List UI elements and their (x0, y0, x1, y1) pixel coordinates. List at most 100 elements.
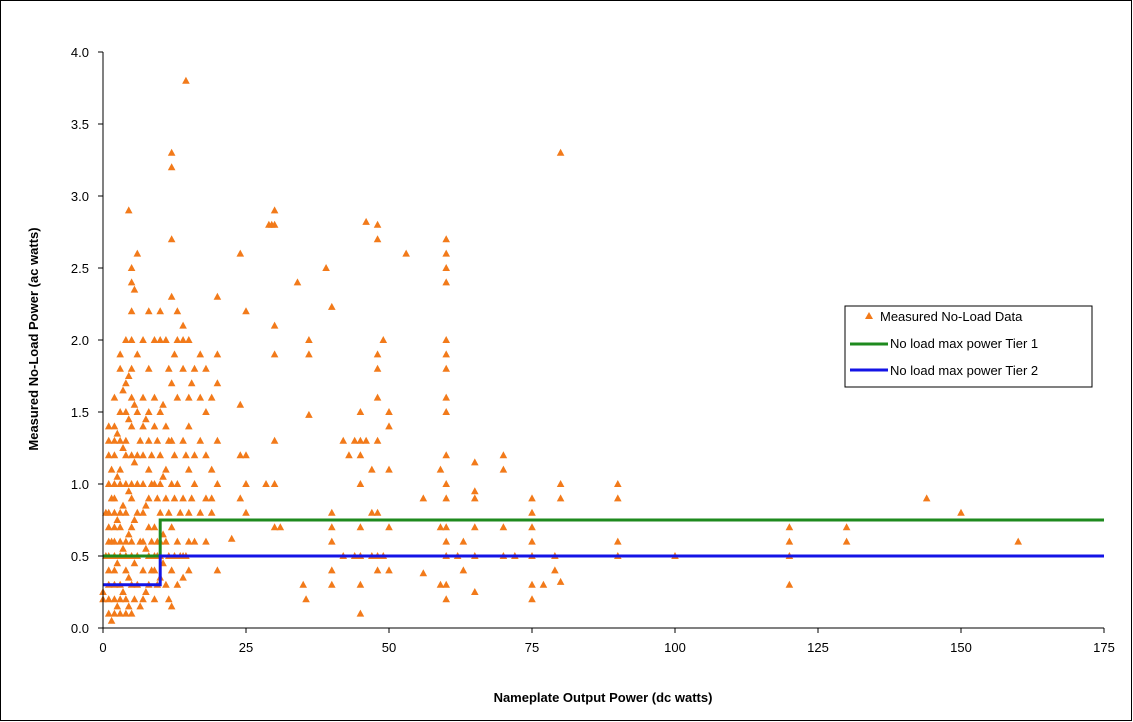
data-point (436, 580, 445, 588)
data-point (179, 321, 187, 329)
data-point (385, 465, 393, 473)
data-point (328, 566, 336, 574)
data-point (144, 436, 153, 444)
data-point (202, 408, 210, 415)
data-point (185, 393, 193, 401)
data-point (167, 436, 176, 444)
data-point (104, 508, 113, 516)
data-point (139, 508, 147, 516)
data-point (119, 501, 127, 509)
x-tick-label: 150 (950, 640, 972, 655)
data-point (202, 537, 210, 545)
data-point (185, 422, 193, 430)
data-point (436, 465, 445, 473)
data-point (150, 595, 159, 603)
data-point (185, 566, 193, 574)
data-point (110, 393, 119, 401)
data-point (173, 537, 182, 545)
data-point (556, 494, 565, 502)
data-point (442, 451, 450, 459)
x-tick-label: 100 (664, 640, 686, 655)
data-point (614, 537, 622, 545)
data-point (139, 480, 147, 487)
data-point (305, 410, 313, 418)
data-point (124, 573, 133, 581)
data-point (133, 480, 142, 487)
y-tick-label: 0.0 (71, 621, 89, 636)
data-point (202, 364, 210, 372)
data-point (328, 523, 336, 531)
y-axis: 0.0 0.5 1.0 1.5 2.0 2.5 3.0 3.5 4.0 (71, 45, 104, 636)
data-point (356, 480, 365, 487)
data-point (551, 566, 559, 574)
data-point (124, 530, 133, 538)
data-point (162, 580, 170, 588)
data-point (442, 364, 450, 372)
data-point (127, 278, 136, 286)
data-point (213, 379, 222, 387)
data-point (236, 451, 245, 459)
data-point (213, 292, 222, 300)
data-point (164, 595, 173, 603)
data-point (459, 537, 468, 545)
data-point (127, 364, 136, 372)
data-point (322, 264, 330, 271)
data-point (110, 480, 119, 487)
data-point (179, 364, 187, 372)
data-point (442, 494, 450, 502)
data-point (179, 494, 187, 502)
data-point (142, 544, 150, 552)
data-point (190, 364, 199, 372)
y-tick-label: 1.5 (71, 405, 89, 420)
legend-box (844, 305, 1093, 388)
data-point (270, 206, 279, 214)
data-point (379, 336, 388, 343)
data-point (150, 393, 159, 401)
data-point (442, 249, 450, 257)
data-point (179, 436, 187, 444)
data-point (113, 516, 122, 523)
data-point (528, 508, 536, 516)
data-point (302, 595, 310, 603)
data-point (159, 400, 167, 408)
data-point (442, 235, 450, 243)
data-point (196, 508, 205, 516)
x-tick-label: 50 (382, 640, 396, 655)
data-point (442, 336, 450, 343)
data-point (124, 372, 133, 379)
data-point (182, 76, 190, 84)
data-point (176, 508, 185, 516)
data-point (213, 480, 222, 487)
data-point (150, 336, 159, 343)
data-point (136, 602, 144, 610)
data-point (207, 494, 216, 502)
data-point (110, 508, 119, 516)
data-point (207, 508, 216, 516)
plot-area (99, 76, 1104, 624)
data-point (139, 595, 147, 603)
data-point (127, 523, 136, 531)
data-point (170, 451, 179, 459)
data-point (136, 436, 144, 444)
data-point (442, 408, 450, 415)
data-point (270, 321, 279, 329)
data-point (185, 537, 193, 545)
data-point (110, 523, 119, 531)
data-point (139, 422, 147, 430)
legend-triangle-marker (865, 312, 873, 319)
data-point (122, 379, 130, 387)
data-point (236, 249, 245, 257)
data-point (614, 480, 622, 487)
x-tick-label: 125 (807, 640, 829, 655)
data-point (127, 609, 136, 617)
data-point (419, 494, 428, 502)
data-point (144, 494, 153, 502)
data-point (127, 451, 136, 459)
data-point (122, 451, 130, 459)
data-point (113, 472, 122, 480)
data-point (122, 609, 130, 617)
data-point (385, 422, 393, 430)
data-point (124, 206, 133, 214)
y-tick-label: 2.0 (71, 333, 89, 348)
data-point (173, 580, 182, 588)
